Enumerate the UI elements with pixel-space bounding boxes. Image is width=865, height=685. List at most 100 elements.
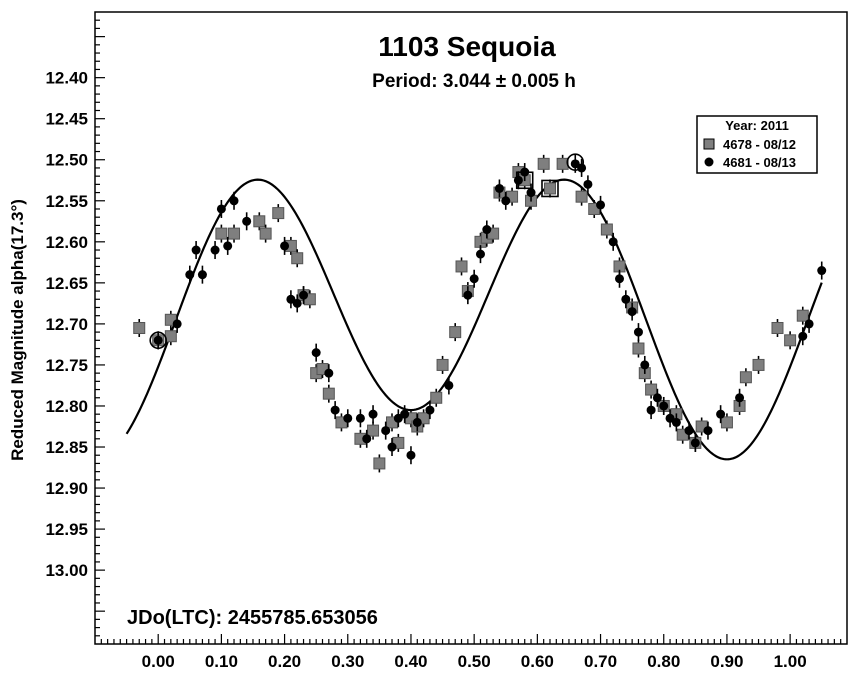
data-point-circle (671, 413, 681, 432)
data-point-circle (229, 191, 239, 210)
jdo-annotation: JDo(LTC): 2455785.653056 (127, 607, 378, 629)
data-point-circle (482, 220, 492, 239)
data-point-circle (684, 421, 694, 440)
y-axis: 12.40 12.45 12.50 12.55 12.60 12.65 12.70 12.75… (45, 19, 105, 637)
data-point-circle (223, 236, 233, 255)
data-point-square (215, 224, 228, 243)
legend-square-marker (703, 138, 715, 150)
data-point-circle (381, 421, 391, 440)
y-tick-label: 13.00 (45, 561, 88, 580)
data-point-circle (475, 245, 485, 264)
data-point-circle (583, 175, 593, 194)
y-tick-label: 12.95 (45, 520, 88, 539)
x-tick-label: 0.50 (458, 652, 491, 671)
data-point-circle (716, 405, 726, 424)
x-tick-label: 0.60 (521, 652, 554, 671)
data-point-circle (210, 241, 220, 260)
data-point-circle (368, 405, 378, 424)
data-point-square (720, 413, 733, 432)
data-point-circle (242, 212, 252, 231)
data-point-circle (703, 421, 713, 440)
data-point-circle (646, 401, 656, 420)
data-point-circle (343, 409, 353, 428)
data-point-square (322, 384, 335, 403)
legend-entry-4678: 4678 - 08/12 (723, 137, 796, 152)
x-tick-label: 0.90 (710, 652, 743, 671)
x-tick-label: 1.00 (774, 652, 807, 671)
data-point-square (259, 224, 272, 243)
data-point-circle (172, 314, 182, 333)
data-point-square (739, 368, 752, 387)
data-point-circle (362, 429, 372, 448)
data-point-square (784, 331, 797, 350)
data-point-circle (292, 294, 302, 313)
data-point-square (436, 355, 449, 374)
data-point-circle (406, 446, 416, 465)
x-tick-label: 0.80 (647, 652, 680, 671)
data-point-circle (311, 343, 321, 362)
data-point-square (449, 323, 462, 342)
data-point-circle (817, 261, 827, 280)
fit-curve (125, 178, 823, 461)
y-tick-label: 12.40 (45, 69, 88, 88)
data-point-circle (526, 183, 536, 202)
data-point-circle (153, 331, 163, 350)
data-point-circle (690, 433, 700, 452)
data-point-circle (494, 179, 504, 198)
data-point-circle (501, 191, 511, 210)
data-point-square (771, 319, 784, 337)
data-point-square (632, 339, 645, 358)
data-point-circle (596, 195, 606, 214)
data-point-square (253, 212, 266, 231)
chart-title: 1103 Sequoia (378, 31, 556, 62)
data-point-circle (330, 401, 340, 420)
data-point-circle (469, 269, 479, 288)
legend-circle-marker (704, 157, 714, 167)
x-tick-label: 0.30 (331, 652, 364, 671)
x-tick-label: 0.10 (205, 652, 238, 671)
data-point-circle (633, 323, 643, 342)
data-point-square (645, 380, 658, 399)
data-point-circle (355, 409, 365, 428)
data-point-square (291, 249, 304, 268)
data-point-square (430, 388, 443, 407)
data-point-square (796, 306, 809, 325)
data-point-circle (659, 396, 669, 415)
y-tick-label: 12.60 (45, 233, 88, 252)
y-tick-label: 12.50 (45, 151, 88, 170)
data-point-square (133, 319, 146, 337)
data-point-circle (185, 265, 195, 284)
data-point-circle (621, 290, 631, 309)
legend-title: Year: 2011 (725, 118, 789, 133)
data-point-circle (216, 199, 226, 218)
y-tick-label: 12.90 (45, 479, 88, 498)
data-point-square (373, 454, 386, 473)
plot-frame (94, 11, 848, 645)
chart-subtitle: Period: 3.044 ± 0.005 h (372, 71, 576, 92)
highlighted-point-box (541, 179, 559, 198)
data-point-circle (608, 232, 618, 251)
data-point-square (537, 154, 550, 173)
data-point-circle (652, 388, 662, 407)
data-point-square (455, 257, 468, 276)
y-tick-label: 12.85 (45, 438, 88, 457)
data-point-circle (400, 405, 410, 424)
highlighted-point-box (515, 171, 534, 190)
data-point-circle (444, 376, 454, 395)
highlighted-point-ring (566, 153, 585, 172)
data-points-layer (133, 153, 827, 473)
data-point-square (575, 187, 588, 206)
data-point-circle (299, 286, 309, 305)
data-point-square (543, 179, 556, 198)
x-tick-label: 0.70 (584, 652, 617, 671)
data-point-circle (798, 327, 808, 346)
y-tick-label: 12.45 (45, 110, 88, 129)
y-tick-label: 12.80 (45, 397, 88, 416)
data-point-circle (387, 438, 397, 457)
data-point-circle (615, 269, 625, 288)
legend-entry-4681: 4681 - 08/13 (723, 155, 796, 170)
y-tick-label: 12.55 (45, 192, 88, 211)
data-point-circle (627, 302, 637, 321)
data-point-square (367, 421, 380, 440)
x-axis: 0.00 0.10 0.20 0.30 0.40 0.50 0.60 0.70 0.80 0.90… (100, 634, 842, 671)
